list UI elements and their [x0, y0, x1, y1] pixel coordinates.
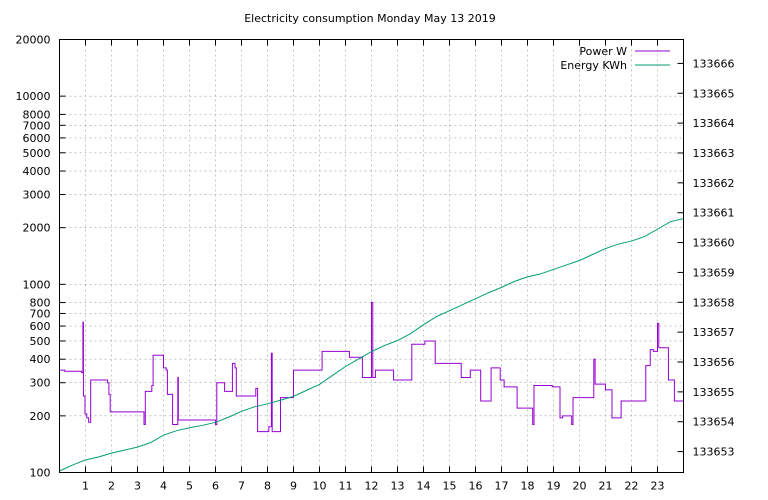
y-right-tick-label: 133663 [693, 147, 735, 160]
y-left-tick-label: 5000 [23, 147, 51, 160]
y-left-tick-label: 3000 [23, 189, 51, 202]
x-tick-label: 11 [339, 480, 353, 493]
x-tick-label: 20 [573, 480, 587, 493]
x-tick-label: 16 [469, 480, 483, 493]
y-right-tick-label: 133661 [693, 207, 735, 220]
x-tick-label: 3 [134, 480, 141, 493]
legend-label: Energy KWh [560, 59, 627, 72]
x-tick-label: 5 [186, 480, 193, 493]
x-tick-label: 12 [365, 480, 379, 493]
x-tick-label: 7 [238, 480, 245, 493]
power-series [59, 302, 684, 433]
x-tick-label: 9 [290, 480, 297, 493]
y-right-tick-label: 133662 [693, 177, 735, 190]
x-tick-label: 18 [521, 480, 535, 493]
y-left-tick-label: 2000 [23, 222, 51, 235]
y-left-tick-label: 300 [30, 377, 51, 390]
energy-series [59, 218, 684, 472]
y-left-tick-label: 4000 [23, 165, 51, 178]
y-right-tick-label: 133654 [693, 416, 735, 429]
x-tick-label: 2 [108, 480, 115, 493]
y-right-tick-label: 133666 [693, 57, 735, 70]
y-left-tick-label: 700 [30, 307, 51, 320]
y-left-tick-label: 20000 [16, 34, 51, 47]
y-right-tick-label: 133659 [693, 266, 735, 279]
x-tick-label: 15 [443, 480, 457, 493]
chart-title: Electricity consumption Monday May 13 20… [244, 12, 496, 25]
y-right-tick-label: 133658 [693, 296, 735, 309]
y-right-tick-label: 133653 [693, 446, 735, 459]
y-left-tick-label: 100 [30, 467, 51, 480]
y-left-tick-label: 7000 [23, 119, 51, 132]
y-left-tick-label: 1000 [23, 278, 51, 291]
y-left-tick-label: 8000 [23, 108, 51, 121]
y-left-tick-label: 10000 [16, 90, 51, 103]
ticks: 1 2 3 4 5 6 7 8 9 10 11 12 13 14 15 16 17 18 19 20 21 22 23100… [16, 34, 735, 493]
x-tick-label: 21 [599, 480, 613, 493]
y-left-tick-label: 500 [30, 335, 51, 348]
x-tick-label: 17 [495, 480, 509, 493]
y-right-tick-label: 133655 [693, 386, 735, 399]
y-left-tick-label: 400 [30, 353, 51, 366]
x-tick-label: 13 [391, 480, 405, 493]
y-right-tick-label: 133657 [693, 326, 735, 339]
x-tick-label: 14 [417, 480, 431, 493]
x-tick-label: 4 [160, 480, 167, 493]
x-tick-label: 23 [651, 480, 665, 493]
energy-series-line [59, 218, 684, 472]
x-tick-label: 8 [264, 480, 271, 493]
y-right-tick-label: 133660 [693, 237, 735, 250]
x-tick-label: 19 [547, 480, 561, 493]
y-right-tick-label: 133665 [693, 87, 735, 100]
x-tick-label: 22 [625, 480, 639, 493]
y-left-tick-label: 6000 [23, 132, 51, 145]
legend-label: Power W [579, 45, 627, 58]
y-right-tick-label: 133664 [693, 117, 735, 130]
x-tick-label: 1 [82, 480, 89, 493]
x-tick-label: 6 [212, 480, 219, 493]
power-series-line [59, 302, 684, 433]
y-left-tick-label: 800 [30, 297, 51, 310]
x-tick-label: 10 [313, 480, 327, 493]
y-left-tick-label: 200 [30, 410, 51, 423]
y-right-tick-label: 133656 [693, 356, 735, 369]
y-left-tick-label: 600 [30, 320, 51, 333]
